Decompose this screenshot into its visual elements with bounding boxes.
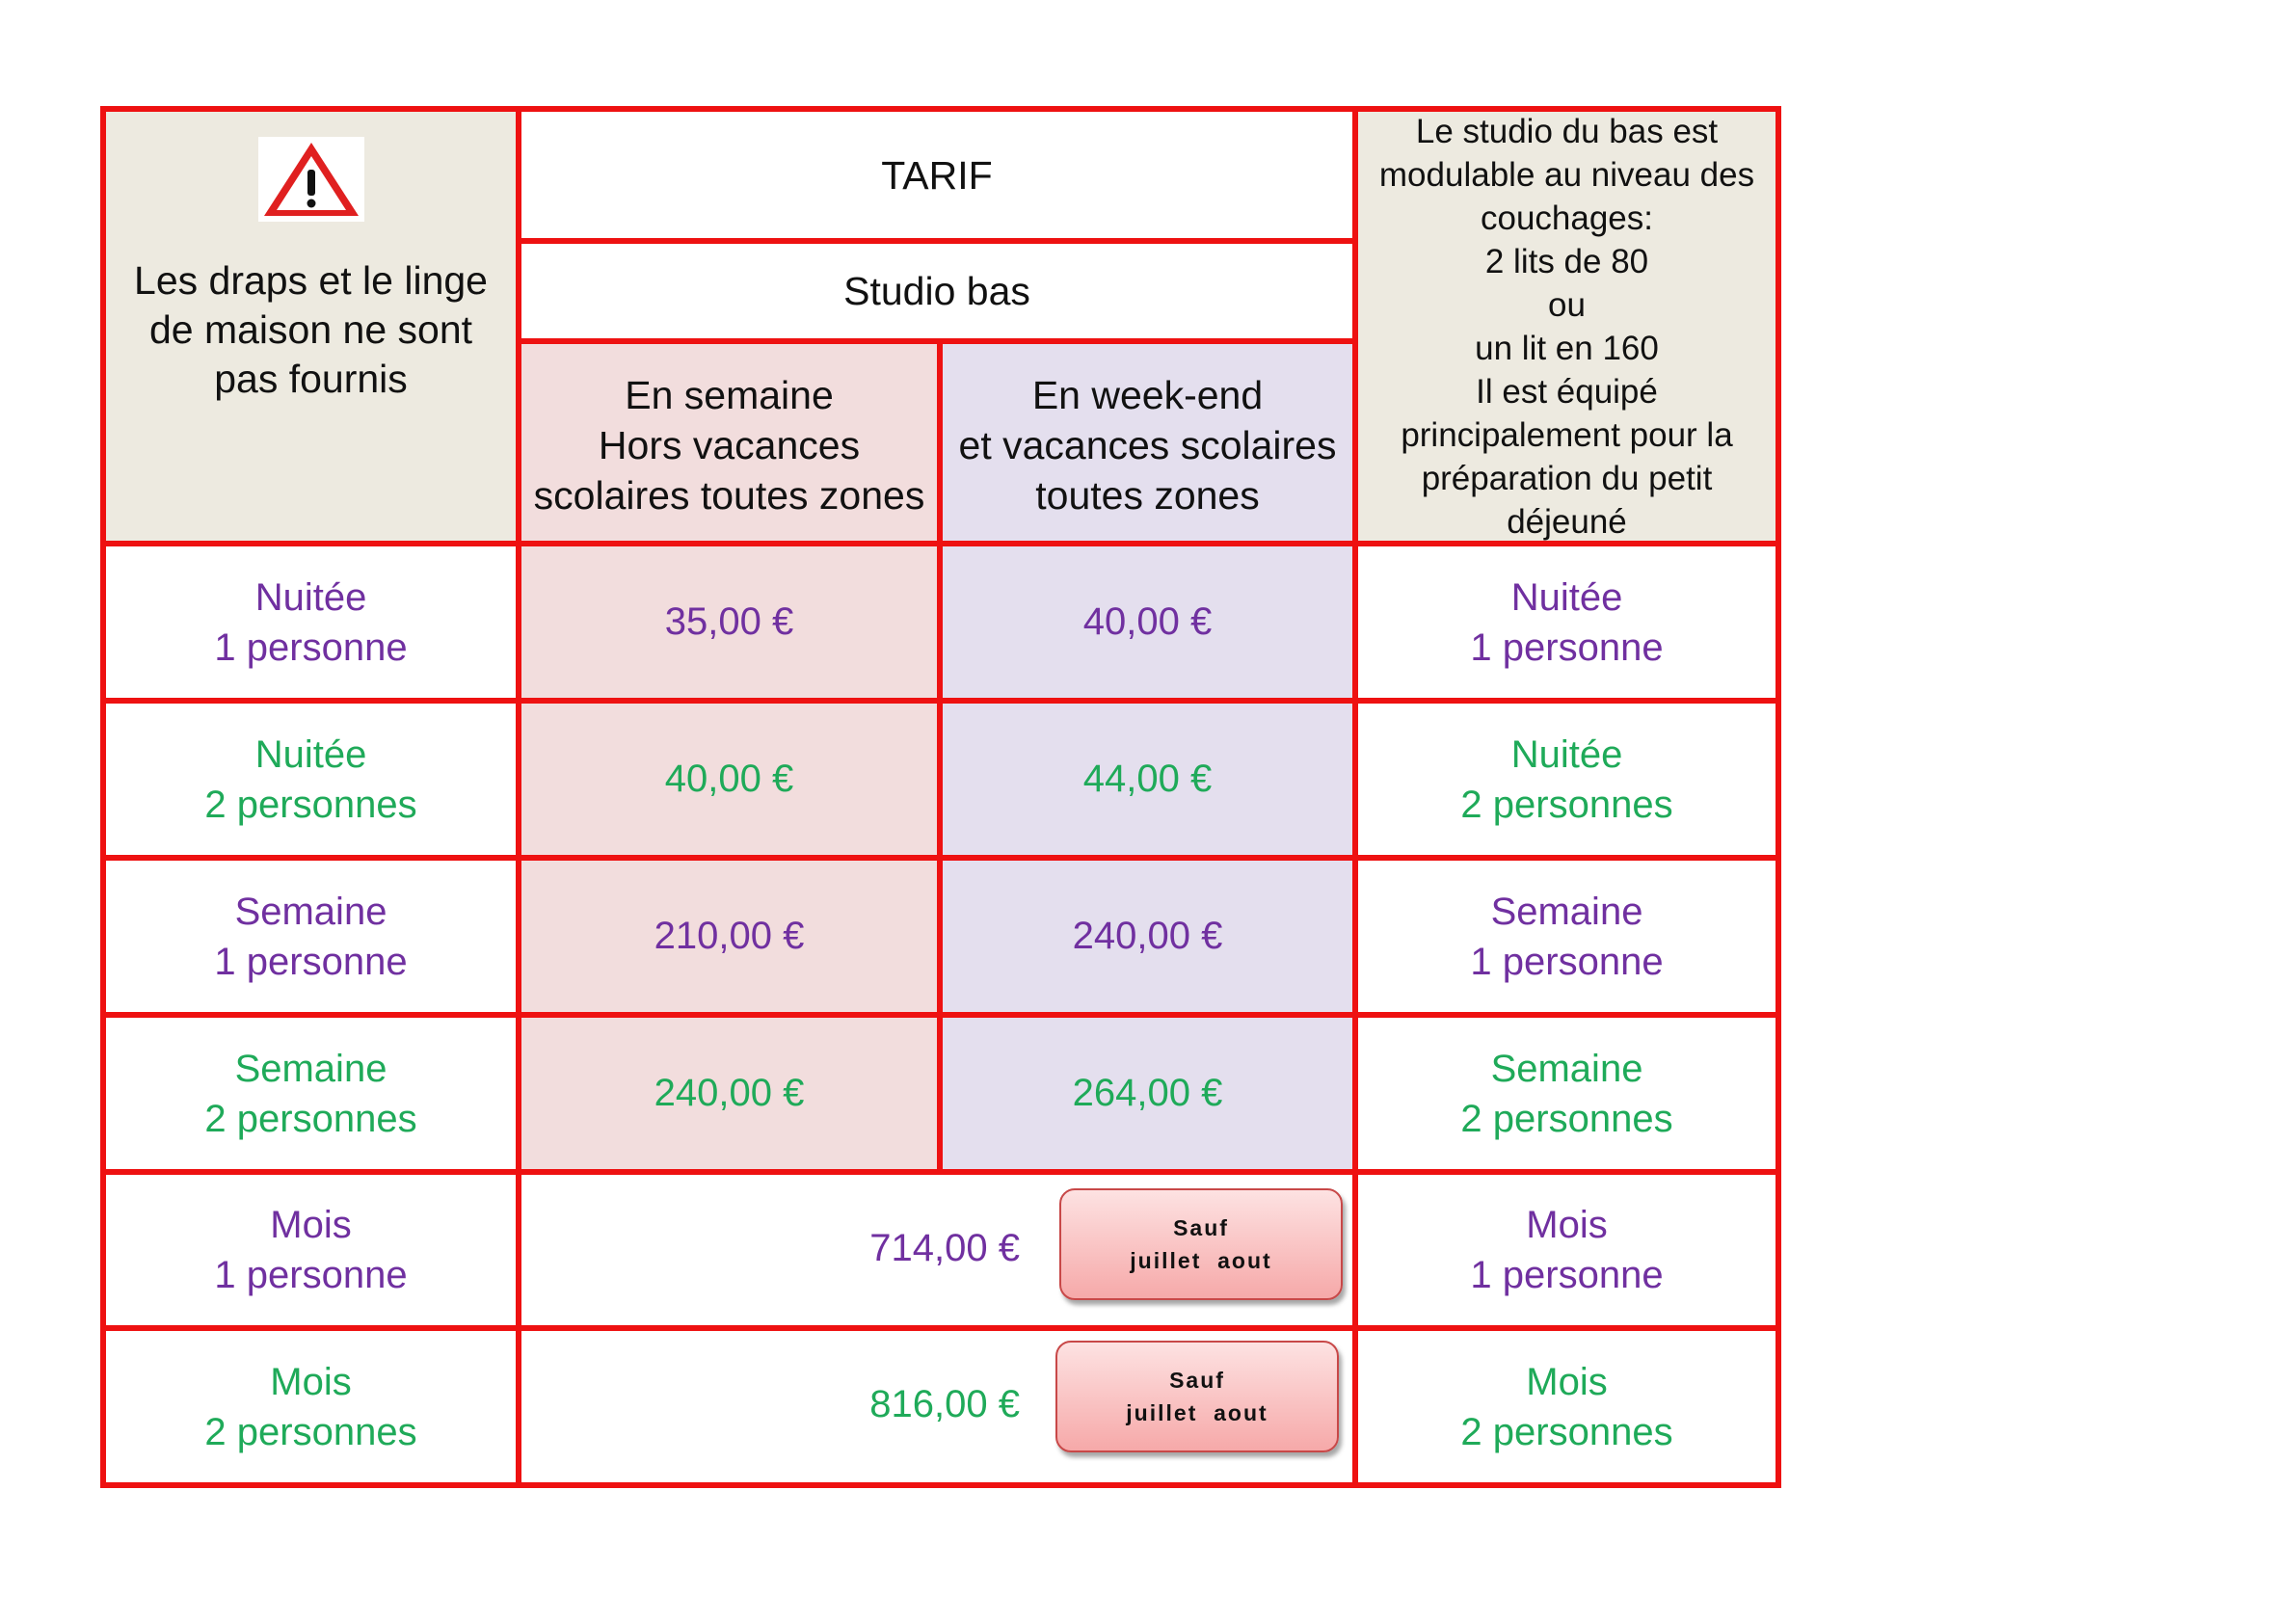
weekend-price-value: 44,00 € (1082, 758, 1213, 800)
row-label: Mois 1 personne (100, 1169, 521, 1331)
notice-line: pas fournis (214, 357, 408, 401)
weekday-header-line: En semaine (625, 373, 834, 417)
weekday-header-line: Hors vacances (598, 423, 861, 467)
row-label-right: Semaine 2 personnes (1352, 1012, 1781, 1175)
weekend-price-value: 264,00 € (1072, 1072, 1223, 1114)
info-line: principalement pour la (1401, 415, 1733, 454)
row-label-people: 1 personne (1470, 625, 1664, 669)
page-title: TARIF (881, 152, 993, 198)
row-label: Mois 2 personnes (100, 1325, 521, 1488)
weekday-header-line: scolaires toutes zones (533, 473, 925, 518)
row-label-period: Mois (270, 1360, 352, 1403)
row-label: Semaine 1 personne (100, 855, 521, 1018)
weekend-price: 40,00 € (937, 541, 1358, 704)
except-july-august-badge: Sauf juillet aout (1059, 1188, 1343, 1300)
info-line: Le studio du bas est (1415, 112, 1719, 150)
weekday-price-value: 40,00 € (664, 758, 794, 800)
info-line: un lit en 160 (1475, 329, 1659, 367)
row-label: Nuitée 1 personne (100, 541, 521, 704)
weekend-column-header: En week-end et vacances scolaires toutes… (937, 338, 1358, 546)
except-july-august-badge: Sauf juillet aout (1055, 1341, 1339, 1452)
weekend-price: 44,00 € (937, 698, 1358, 861)
row-label-period: Mois (1526, 1360, 1608, 1403)
weekend-price: 240,00 € (937, 855, 1358, 1018)
row-label-people: 2 personnes (1460, 783, 1673, 826)
weekday-price: 40,00 € (516, 698, 943, 861)
row-label-period: Semaine (1490, 1047, 1643, 1090)
info-line: couchages: (1480, 199, 1654, 237)
weekend-header-line: toutes zones (1035, 473, 1260, 518)
row-label-period: Semaine (1490, 890, 1643, 933)
row-label: Nuitée 2 personnes (100, 698, 521, 861)
monthly-price-cell: 714,00 € Sauf juillet aout (516, 1169, 1358, 1331)
weekday-price: 35,00 € (516, 541, 943, 704)
page-subtitle: Studio bas (843, 269, 1030, 313)
tarif-title-cell: TARIF (516, 106, 1358, 244)
weekend-header-line: En week-end (1031, 373, 1264, 417)
weekday-column-header: En semaine Hors vacances scolaires toute… (516, 338, 943, 546)
row-label-people: 1 personne (1470, 1254, 1664, 1296)
row-label-period: Mois (270, 1204, 352, 1246)
warning-triangle-icon (257, 137, 364, 222)
weekend-price: 264,00 € (937, 1012, 1358, 1175)
notice-line: Les draps et le linge (134, 258, 488, 303)
info-line: préparation du petit (1421, 459, 1713, 497)
info-line: 2 lits de 80 (1484, 242, 1649, 280)
row-label-people: 1 personne (214, 625, 408, 669)
weekend-header-line: et vacances scolaires (958, 423, 1337, 467)
weekday-price-value: 210,00 € (654, 915, 805, 957)
row-label-period: Mois (1526, 1204, 1608, 1246)
badge-line: Sauf (1169, 1368, 1225, 1393)
row-label-people: 2 personnes (204, 1097, 417, 1140)
info-line: déjeuné (1507, 502, 1627, 541)
row-label-right: Nuitée 1 personne (1352, 541, 1781, 704)
weekday-price-value: 35,00 € (664, 600, 794, 643)
row-label-people: 1 personne (1470, 940, 1664, 983)
monthly-price-cell: 816,00 € Sauf juillet aout (516, 1325, 1358, 1488)
row-label-period: Semaine (234, 1047, 387, 1090)
row-label-people: 1 personne (214, 940, 408, 983)
badge-line: juillet aout (1126, 1400, 1268, 1425)
studio-info-cell: Le studio du bas est modulable au niveau… (1352, 106, 1781, 546)
weekday-price: 240,00 € (516, 1012, 943, 1175)
info-line: modulable au niveau des (1378, 155, 1755, 194)
badge-line: juillet aout (1130, 1248, 1272, 1273)
notice-line: de maison ne sont (148, 307, 473, 352)
row-label-period: Nuitée (254, 732, 367, 776)
row-label-people: 2 personnes (1460, 1410, 1673, 1453)
studio-subtitle-cell: Studio bas (516, 238, 1358, 344)
row-label-period: Semaine (234, 890, 387, 933)
weekday-price-value: 240,00 € (654, 1072, 805, 1114)
row-label-right: Nuitée 2 personnes (1352, 698, 1781, 861)
weekday-price: 210,00 € (516, 855, 943, 1018)
row-label-people: 1 personne (214, 1254, 408, 1296)
row-label-people: 2 personnes (1460, 1097, 1673, 1140)
badge-line: Sauf (1173, 1215, 1229, 1240)
row-label-period: Nuitée (254, 575, 367, 619)
row-label-right: Semaine 1 personne (1352, 855, 1781, 1018)
row-label-right: Mois 2 personnes (1352, 1325, 1781, 1488)
row-label-period: Nuitée (1510, 575, 1623, 619)
monthly-price-value: 816,00 € (869, 1383, 1020, 1425)
monthly-price-value: 714,00 € (869, 1227, 1020, 1269)
weekend-price-value: 40,00 € (1082, 600, 1213, 643)
row-label: Semaine 2 personnes (100, 1012, 521, 1175)
row-label-people: 2 personnes (204, 1410, 417, 1453)
row-label-people: 2 personnes (204, 783, 417, 826)
linen-notice-cell: Les draps et le linge de maison ne sont … (100, 106, 521, 546)
info-line: Il est équipé (1476, 372, 1658, 411)
info-line: ou (1548, 285, 1586, 324)
row-label-right: Mois 1 personne (1352, 1169, 1781, 1331)
weekend-price-value: 240,00 € (1072, 915, 1223, 957)
row-label-period: Nuitée (1510, 732, 1623, 776)
